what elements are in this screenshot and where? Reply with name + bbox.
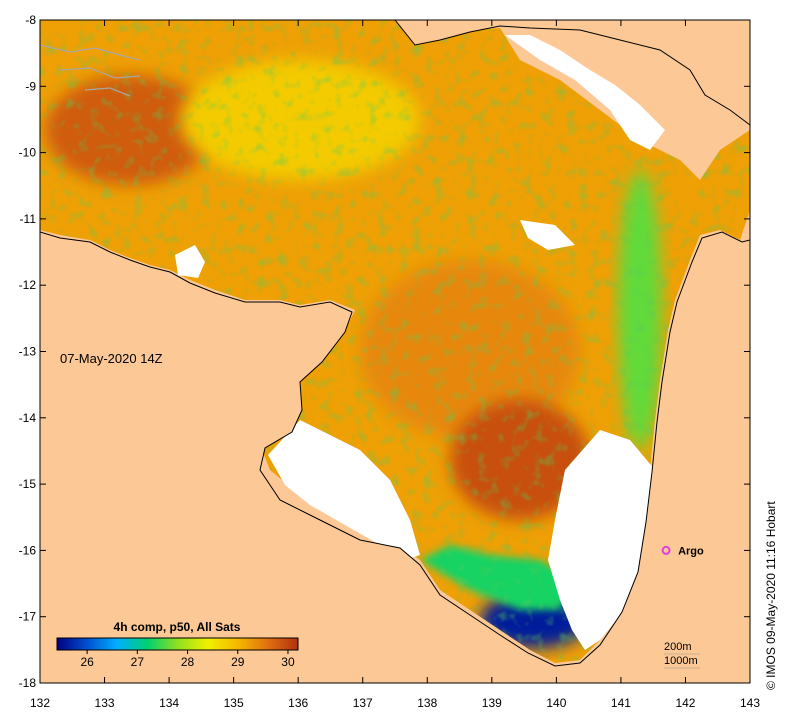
x-axis: 132 133 134 135 136 137 138 139 140 141 142 143 — [30, 20, 760, 710]
depth-1000m-label: 1000m — [664, 655, 698, 667]
y-tick-label: -18 — [19, 676, 37, 690]
credit-text: © IMOS 09-May-2020 11:16 Hobart — [764, 501, 778, 690]
colorbar-tick-label: 29 — [231, 655, 245, 669]
y-tick-label: -12 — [19, 278, 37, 292]
y-tick-label: -15 — [19, 477, 37, 491]
argo-dot[interactable] — [661, 545, 671, 555]
x-tick-label: 138 — [417, 696, 437, 710]
colorbar-tick-label: 26 — [80, 655, 94, 669]
colorbar: 4h comp, p50, All Sats 26 27 28 29 30 — [56, 620, 299, 669]
y-tick-label: -11 — [20, 212, 37, 226]
x-tick-label: 136 — [288, 696, 308, 710]
x-tick-label: 135 — [224, 696, 244, 710]
depth-legend: 200m 1000m — [664, 641, 700, 669]
x-tick-label: 141 — [611, 696, 631, 710]
colorbar-tick-label: 27 — [131, 655, 145, 669]
x-tick-label: 132 — [30, 696, 50, 710]
colorbar-tick-label: 28 — [181, 655, 195, 669]
colorbar-label: 4h comp, p50, All Sats — [114, 620, 241, 634]
colorbar-tick-label: 30 — [281, 655, 295, 669]
y-axis: -8 -9 -10 -11 -12 -13 -14 -15 -16 -17 -18 — [19, 13, 750, 690]
land-masses — [40, 20, 750, 683]
y-tick-label: -14 — [19, 411, 37, 425]
no-data-gulf-patch — [520, 220, 575, 250]
y-tick-label: -16 — [19, 543, 37, 557]
no-data-west-pocket — [175, 245, 205, 278]
coastlines — [40, 20, 750, 667]
x-tick-label: 133 — [95, 696, 115, 710]
y-tick-label: -9 — [25, 79, 36, 93]
no-data-areas — [175, 35, 665, 650]
y-tick-label: -17 — [19, 610, 37, 624]
timestamp-label: 07-May-2020 14Z — [60, 351, 163, 366]
x-tick-label: 143 — [740, 696, 760, 710]
arnhem-land — [40, 232, 750, 683]
no-data-southeast — [548, 430, 655, 650]
rivers — [40, 44, 141, 97]
no-data-southwest — [268, 420, 420, 560]
argo-label: Argo — [678, 545, 704, 557]
x-tick-label: 134 — [159, 696, 179, 710]
y-tick-label: -13 — [19, 345, 37, 359]
x-tick-label: 142 — [675, 696, 695, 710]
x-tick-label: 137 — [353, 696, 373, 710]
x-tick-label: 140 — [546, 696, 566, 710]
new-guinea-coast — [395, 20, 750, 125]
argo-marker[interactable]: Argo — [661, 545, 704, 557]
depth-200m-label: 200m — [664, 641, 692, 653]
y-tick-label: -10 — [19, 146, 37, 160]
x-tick-label: 139 — [482, 696, 502, 710]
y-tick-label: -8 — [25, 13, 36, 27]
colorbar-gradient — [56, 637, 299, 651]
no-data-east — [505, 35, 665, 150]
